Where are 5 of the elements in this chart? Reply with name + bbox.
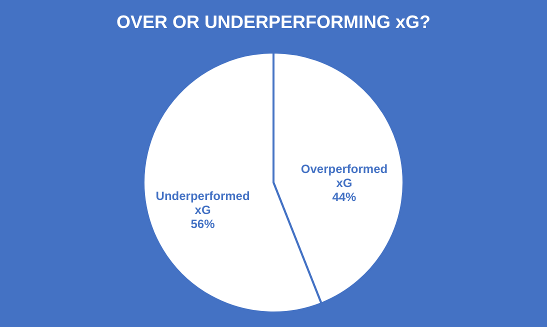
chart-title: OVER OR UNDERPERFORMING xG? <box>116 12 431 32</box>
data-label: 56% <box>190 216 216 231</box>
slice-label: Overperformed xG <box>300 162 388 190</box>
data-label: 44% <box>332 190 357 204</box>
slice-label: Underperformed xG <box>156 188 250 217</box>
